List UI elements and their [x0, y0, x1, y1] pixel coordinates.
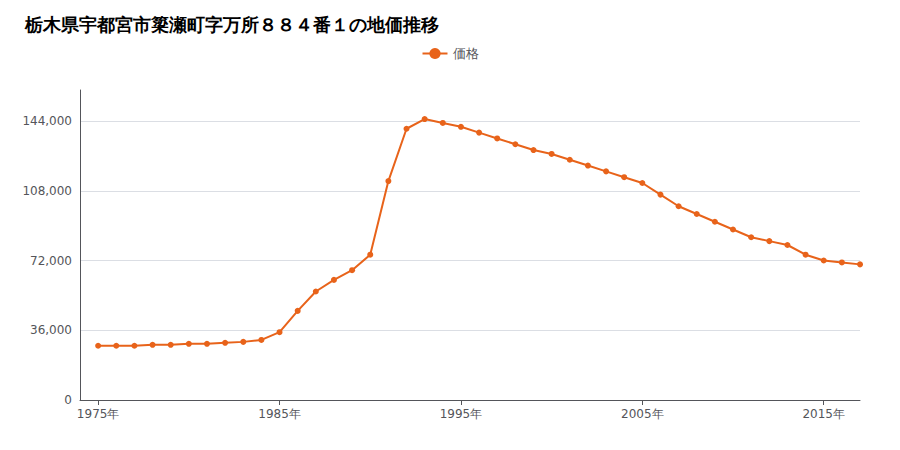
svg-text:108,000: 108,000 — [22, 184, 72, 198]
svg-text:栃木県宇都宮市簗瀬町字万所８８４番１の地価推移: 栃木県宇都宮市簗瀬町字万所８８４番１の地価推移 — [24, 14, 439, 35]
svg-text:1975年: 1975年 — [77, 407, 120, 421]
svg-text:0: 0 — [64, 393, 72, 407]
svg-text:2005年: 2005年 — [621, 407, 664, 421]
svg-text:1995年: 1995年 — [440, 407, 483, 421]
svg-text:36,000: 36,000 — [30, 323, 72, 337]
svg-text:2015年: 2015年 — [802, 407, 845, 421]
svg-text:1985年: 1985年 — [258, 407, 301, 421]
svg-text:72,000: 72,000 — [30, 254, 72, 268]
svg-text:144,000: 144,000 — [22, 114, 72, 128]
svg-text:価格: 価格 — [453, 46, 479, 61]
